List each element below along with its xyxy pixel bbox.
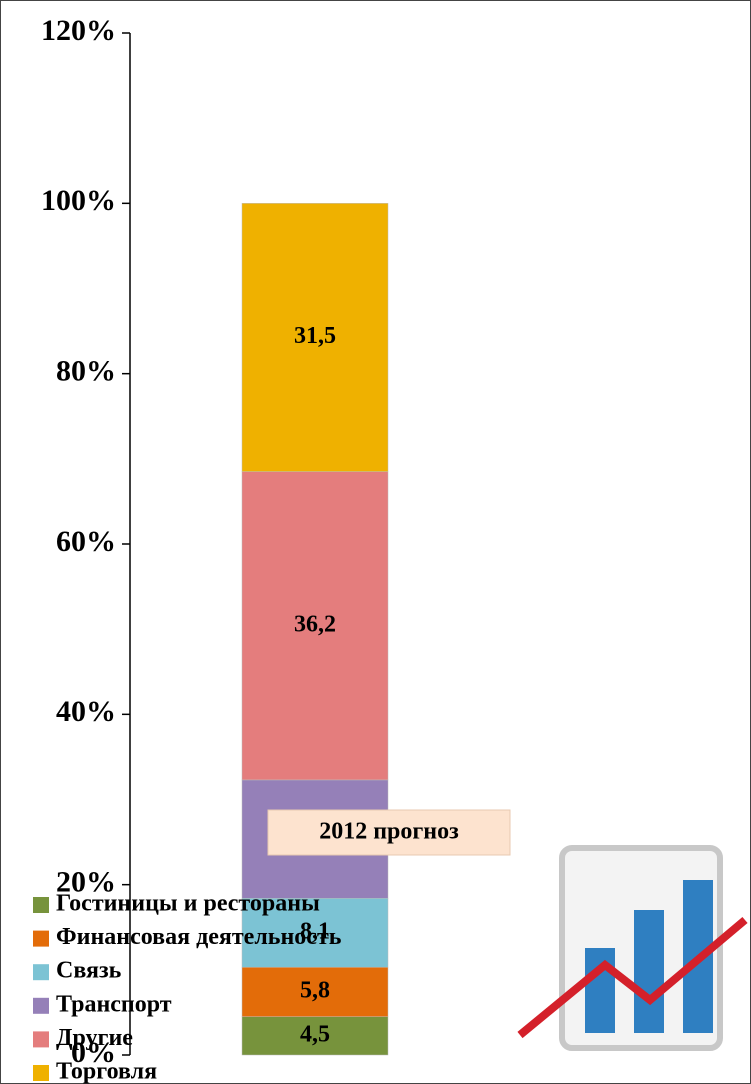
legend-label: Финансовая деятельность (56, 924, 342, 950)
legend-swatch (33, 964, 49, 981)
legend-label: Гостиницы и рестораны (56, 891, 320, 917)
data-label: 5,8 (300, 977, 330, 1003)
category-label-box (267, 809, 511, 856)
bar-segment (241, 203, 389, 472)
data-label: 8,1 (300, 918, 330, 944)
bar-segment (241, 967, 389, 1017)
y-tick-label: 80% (56, 355, 116, 388)
data-label: 31,5 (294, 323, 336, 349)
legend-label: Связь (56, 958, 122, 984)
legend-label: Торговля (56, 1059, 157, 1084)
legend-swatch (33, 930, 49, 947)
bar-segment (241, 898, 389, 968)
y-tick-label: 0% (71, 1036, 116, 1069)
y-tick-label: 120% (41, 14, 116, 47)
data-label: 36,2 (294, 611, 336, 637)
y-tick-label: 40% (56, 695, 116, 728)
bar-segment (241, 471, 389, 781)
legend-label: Другие (56, 1025, 133, 1051)
legend-label: Транспорт (56, 991, 172, 1017)
bar-segment (241, 1016, 389, 1056)
legend-swatch (33, 997, 49, 1014)
legend-swatch (33, 1031, 49, 1048)
legend-swatch (33, 1065, 49, 1081)
y-tick-label: 60% (56, 525, 116, 558)
logo (517, 845, 748, 1051)
category-label: 2012 прогноз (319, 819, 459, 845)
legend-swatch (33, 897, 49, 913)
data-label: 4,5 (300, 1021, 330, 1047)
y-tick-label: 100% (41, 184, 116, 217)
y-tick-label: 20% (56, 866, 116, 899)
